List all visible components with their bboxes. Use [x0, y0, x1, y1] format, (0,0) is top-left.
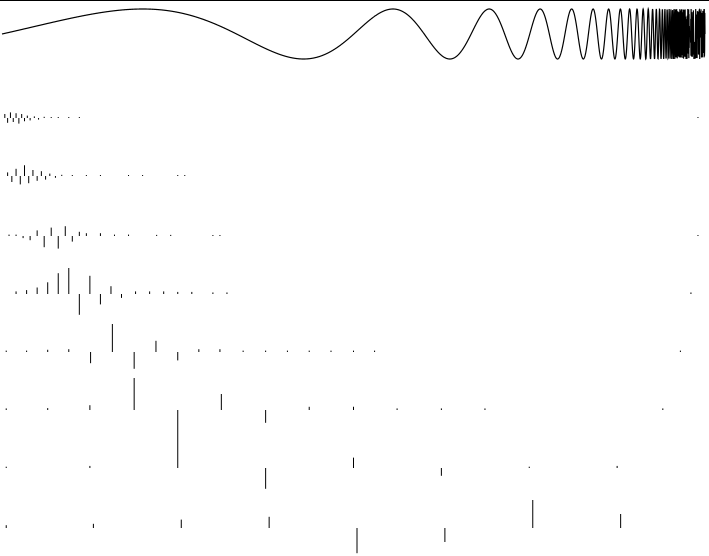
coefficient-row-2	[7, 165, 186, 185]
coefficient-rows	[4, 112, 699, 554]
coefficient-row-8	[5, 500, 622, 554]
coefficient-row-1	[4, 112, 699, 124]
coefficient-row-5	[5, 324, 681, 369]
signal-plot	[1, 6, 706, 61]
coefficient-row-7	[5, 442, 618, 489]
signal-line	[1, 6, 706, 61]
coefficient-row-4	[15, 268, 692, 315]
coefficient-row-6	[5, 378, 664, 442]
coefficient-row-3	[8, 226, 699, 249]
